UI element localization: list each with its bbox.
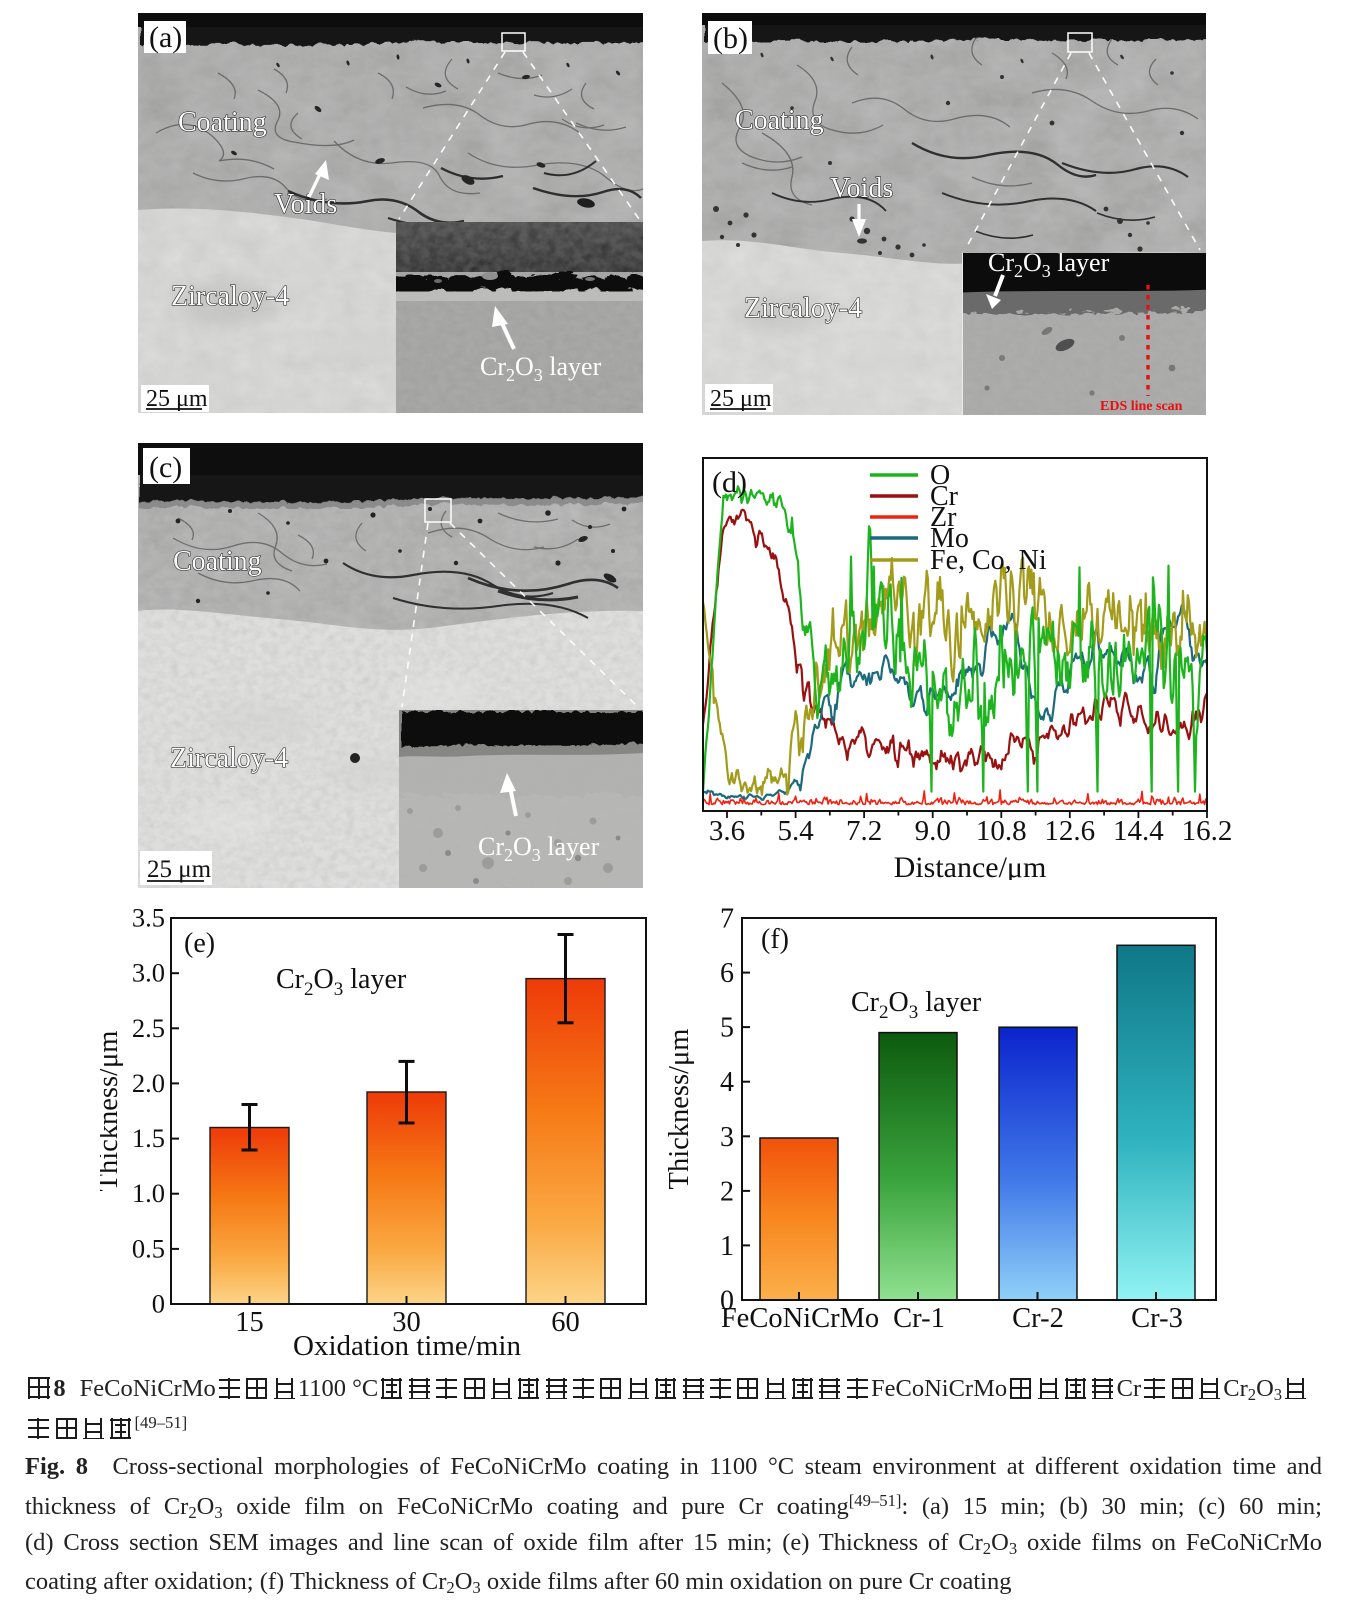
svg-text:Thickness/μm: Thickness/μm [668,1029,695,1190]
svg-text:3.6: 3.6 [709,815,745,847]
svg-text:Zircaloy-4: Zircaloy-4 [170,743,288,774]
svg-text:2.0: 2.0 [132,1068,165,1098]
svg-text:16.2: 16.2 [1182,815,1233,847]
svg-text:O: O [930,460,950,491]
svg-text:Cr2O3 layer: Cr2O3 layer [851,987,982,1023]
svg-text:10.8: 10.8 [976,815,1027,847]
svg-text:(f): (f) [761,924,789,955]
svg-text:(e): (e) [184,928,215,959]
svg-text:14.4: 14.4 [1113,815,1164,847]
svg-text:Zircaloy-4: Zircaloy-4 [744,293,862,324]
svg-text:25 μm: 25 μm [147,856,212,883]
svg-text:30: 30 [392,1307,421,1338]
svg-text:Mo: Mo [930,523,969,554]
svg-text:1: 1 [720,1231,734,1262]
svg-text:(d): (d) [712,466,747,499]
svg-text:Oxidation time/min: Oxidation time/min [293,1330,521,1362]
svg-text:Cr2O3 layer: Cr2O3 layer [988,248,1110,281]
svg-text:Cr: Cr [930,481,959,512]
svg-text:(c): (c) [149,451,182,484]
svg-text:Cr-1: Cr-1 [893,1303,945,1334]
svg-text:Cr2O3 layer: Cr2O3 layer [478,832,600,865]
svg-text:15: 15 [235,1307,264,1338]
svg-text:9.0: 9.0 [915,815,951,847]
svg-text:2.5: 2.5 [132,1013,165,1043]
svg-text:Zircaloy-4: Zircaloy-4 [171,281,289,312]
svg-text:5: 5 [720,1013,734,1044]
svg-text:Fe, Co, Ni: Fe, Co, Ni [930,545,1047,576]
svg-text:7: 7 [720,904,734,935]
svg-text:1.5: 1.5 [132,1123,165,1153]
svg-text:Distance/μm: Distance/μm [894,851,1047,880]
svg-text:Cr-3: Cr-3 [1131,1303,1183,1334]
svg-text:3: 3 [720,1122,734,1153]
svg-text:25 μm: 25 μm [146,386,208,412]
svg-text:3.0: 3.0 [132,958,165,988]
svg-text:Coating: Coating [173,546,262,577]
svg-text:Cr-2: Cr-2 [1012,1303,1064,1334]
svg-text:Thickness/μm: Thickness/μm [100,1031,124,1192]
svg-text:0.5: 0.5 [132,1233,165,1263]
svg-text:25 μm: 25 μm [710,386,772,412]
svg-text:7.2: 7.2 [846,815,882,847]
svg-text:4: 4 [720,1067,734,1098]
svg-text:60: 60 [551,1307,580,1338]
svg-text:EDS line scan: EDS line scan [1100,399,1183,414]
svg-text:5.4: 5.4 [777,815,814,847]
svg-text:0: 0 [152,1289,165,1319]
svg-text:0: 0 [720,1286,734,1317]
svg-text:Voids: Voids [274,189,337,220]
svg-text:Coating: Coating [735,105,824,136]
svg-text:(b): (b) [713,22,748,55]
svg-text:Zr: Zr [930,502,957,533]
svg-text:6: 6 [720,958,734,989]
svg-text:1.0: 1.0 [132,1178,165,1208]
svg-text:FeCoNiCrMo: FeCoNiCrMo [721,1303,879,1334]
svg-text:Voids: Voids [830,173,893,204]
svg-text:3.5: 3.5 [132,903,165,933]
svg-text:Coating: Coating [178,107,267,138]
svg-text:12.6: 12.6 [1044,815,1095,847]
svg-text:(a): (a) [149,21,182,54]
svg-text:Cr2O3 layer: Cr2O3 layer [276,964,407,1000]
svg-text:2: 2 [720,1176,734,1207]
